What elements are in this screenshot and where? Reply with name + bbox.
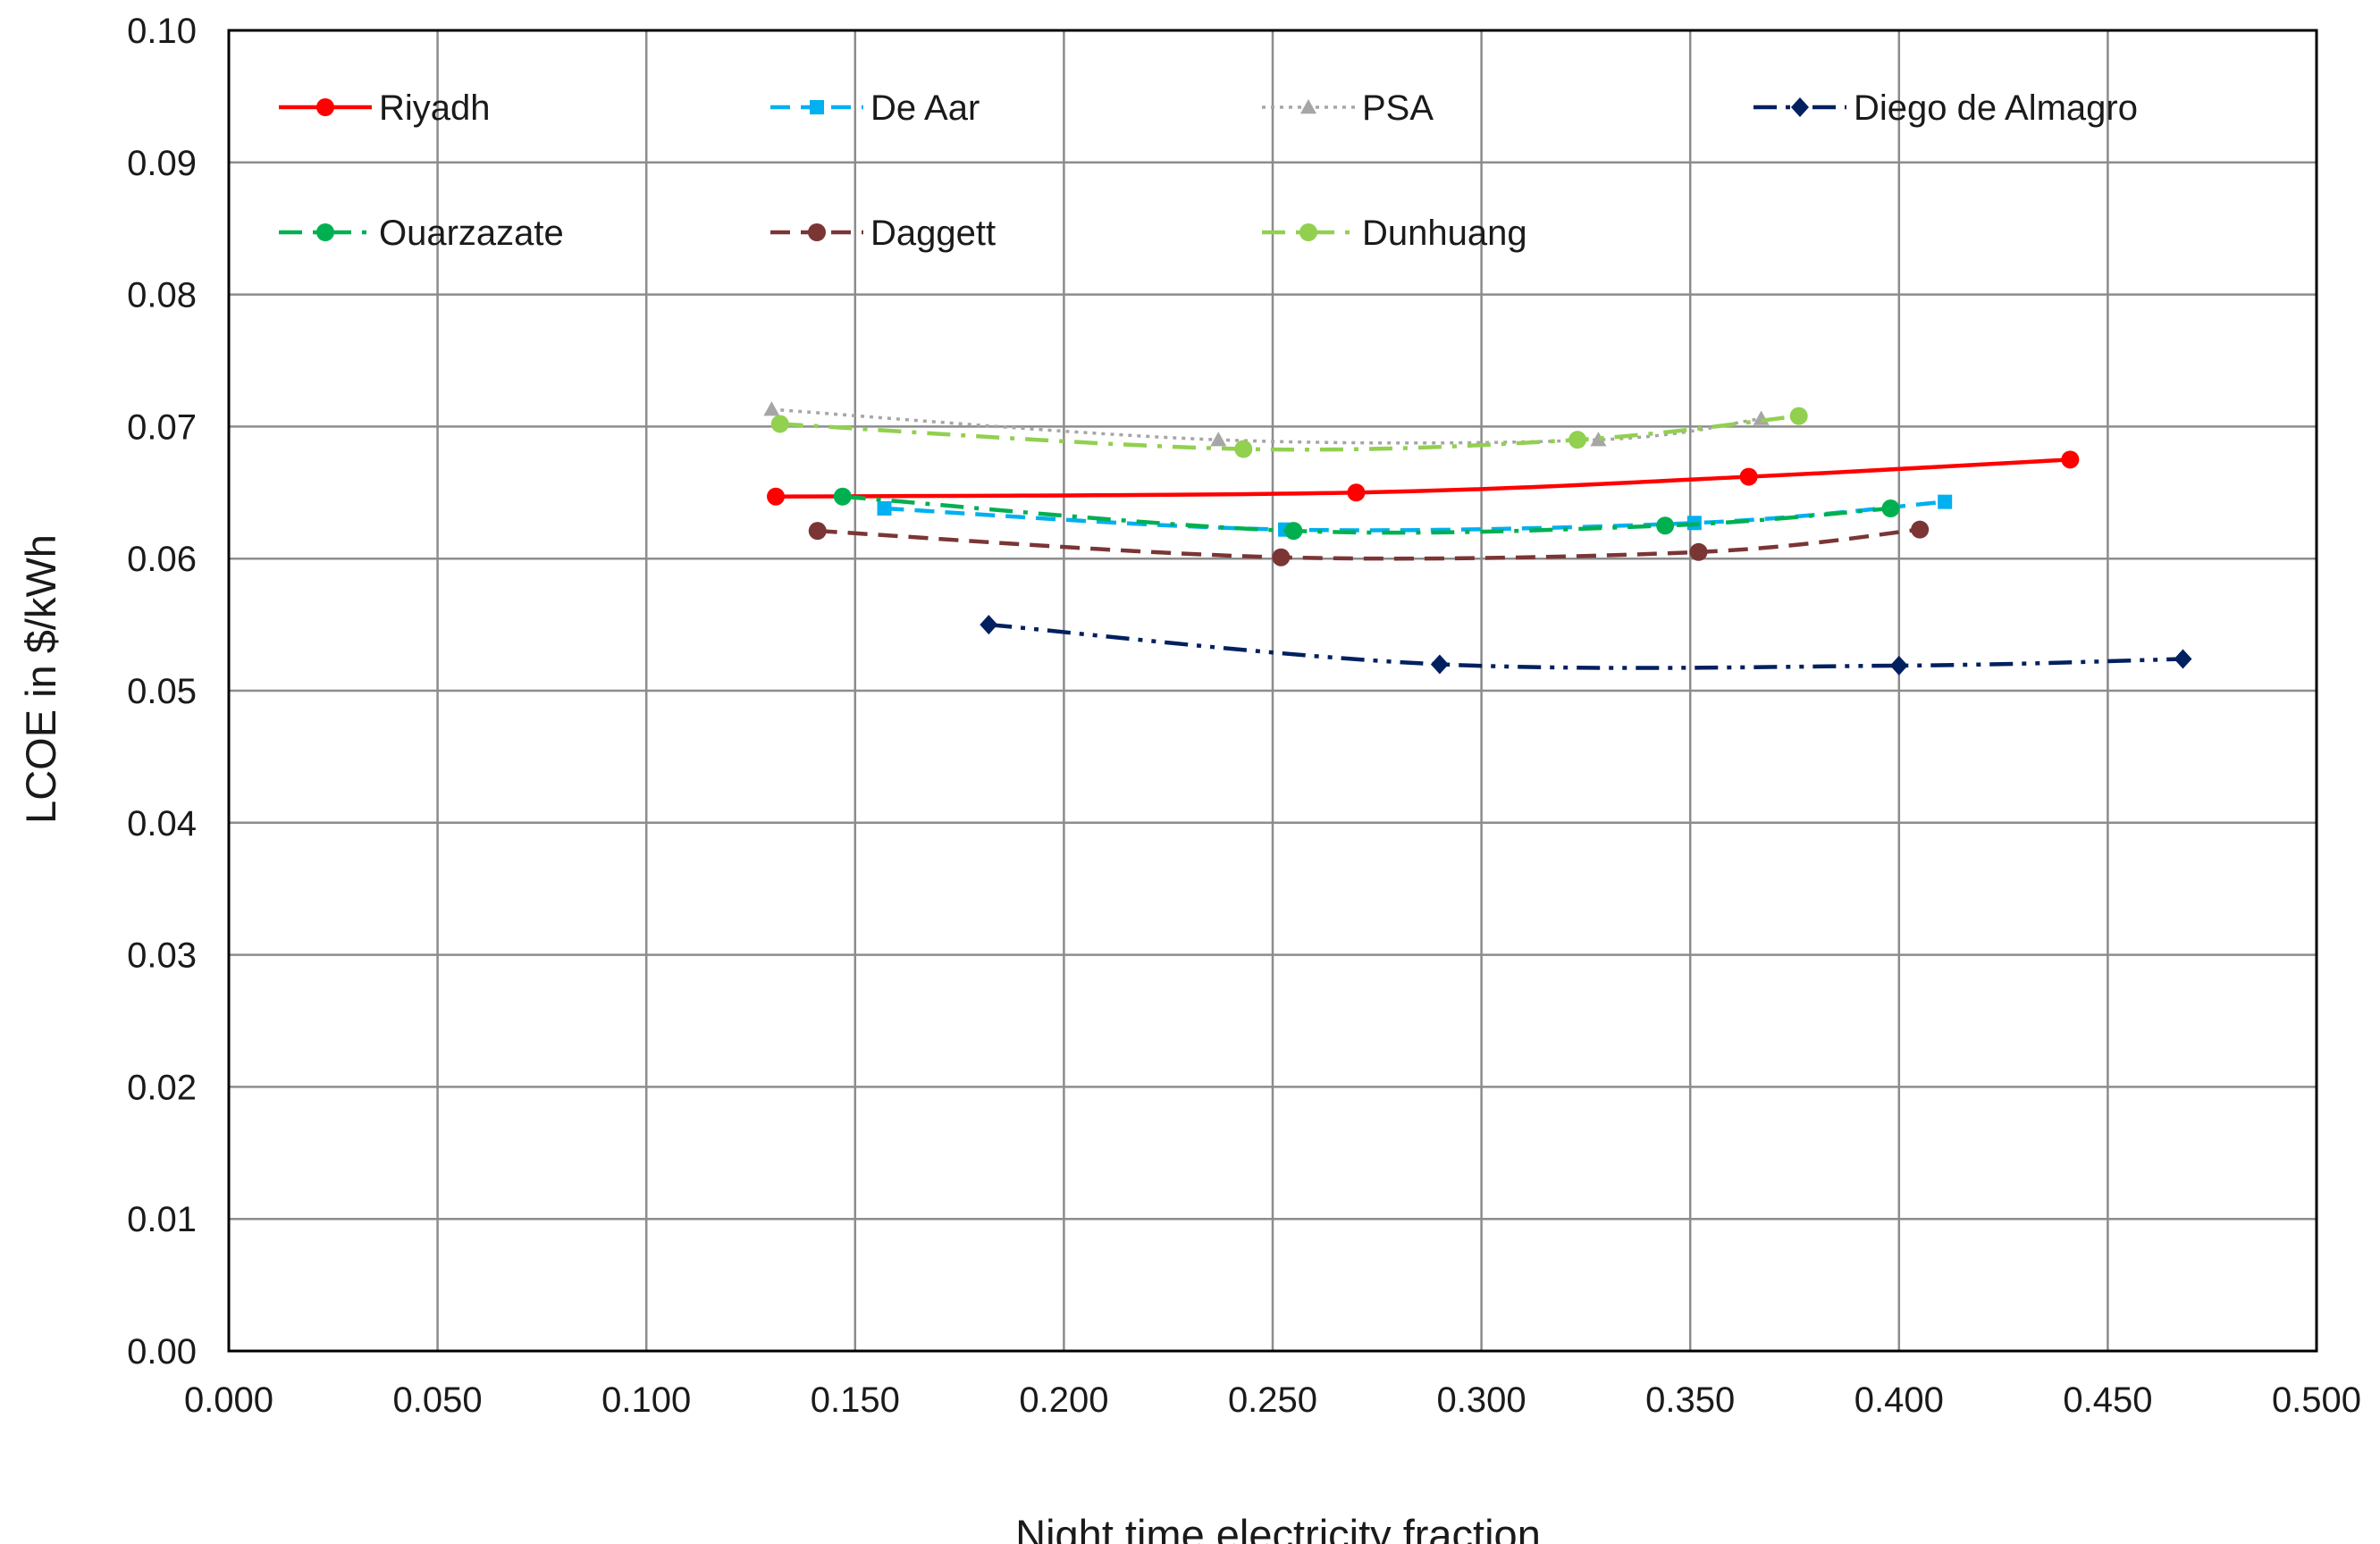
x-tick-label: 0.300 xyxy=(1437,1380,1526,1420)
x-axis-ticks: 0.000 0.050 0.100 0.150 0.200 0.250 0.300 0.350… xyxy=(184,1380,2361,1420)
data-point-psa xyxy=(1590,432,1607,447)
x-tick-label: 0.200 xyxy=(1019,1380,1108,1420)
y-tick-label: 0.06 xyxy=(127,540,197,579)
series-layer xyxy=(763,401,2192,676)
data-point-diego-de-almagro xyxy=(980,615,998,635)
data-point-dunhuang xyxy=(1789,407,1808,425)
series-line-dunhuang xyxy=(779,414,1799,452)
y-tick-label: 0.03 xyxy=(127,936,197,976)
series-line-daggett xyxy=(817,527,1921,561)
data-point-ouarzazate xyxy=(1881,499,1900,518)
legend-label-de-aar: De Aar xyxy=(870,88,980,128)
x-tick-label: 0.000 xyxy=(184,1380,273,1420)
legend-marker-de-aar xyxy=(810,100,824,114)
x-tick-label: 0.250 xyxy=(1228,1380,1317,1420)
y-tick-label: 0.02 xyxy=(127,1068,197,1107)
y-tick-label: 0.09 xyxy=(127,144,197,183)
data-point-de-aar xyxy=(877,501,892,516)
x-tick-label: 0.400 xyxy=(1854,1380,1944,1420)
x-tick-label: 0.500 xyxy=(2272,1380,2361,1420)
series-line-ouarzazate xyxy=(842,494,1891,535)
legend-marker-ouarzazate xyxy=(316,223,334,241)
legend-item-dunhuang: Dunhuang xyxy=(1262,214,1527,253)
legend-marker-daggett xyxy=(808,223,826,241)
plot-area xyxy=(227,29,2318,1353)
data-point-psa xyxy=(763,401,780,416)
grid-lines xyxy=(229,30,2317,1351)
legend-item-diego-de-almagro: Diego de Almagro xyxy=(1753,88,2138,128)
x-axis-title: Night time electricity fraction xyxy=(1015,1511,1541,1544)
data-point-dunhuang xyxy=(1568,431,1587,449)
series-dunhuang xyxy=(770,407,1808,458)
series-daggett xyxy=(808,520,1930,566)
data-point-diego-de-almagro xyxy=(1889,655,1908,676)
legend-item-riyadh: Riyadh xyxy=(279,88,491,128)
x-tick-label: 0.450 xyxy=(2063,1380,2152,1420)
data-point-ouarzazate xyxy=(833,487,852,506)
legend-marker-psa xyxy=(1300,99,1316,114)
y-tick-label: 0.10 xyxy=(127,12,197,51)
legend-label-diego-de-almagro: Diego de Almagro xyxy=(1854,88,2138,128)
y-tick-label: 0.04 xyxy=(127,804,197,843)
legend-marker-dunhuang xyxy=(1299,223,1317,241)
legend-marker-diego-de-almagro xyxy=(1791,97,1809,117)
data-point-dunhuang xyxy=(770,415,789,433)
x-tick-label: 0.150 xyxy=(811,1380,900,1420)
data-point-riyadh xyxy=(767,487,786,506)
data-point-daggett xyxy=(808,522,827,541)
legend: Riyadh De Aar PSA Diego de Almagro Ouarzazat… xyxy=(279,88,2138,253)
data-point-dunhuang xyxy=(1234,440,1253,458)
series-riyadh xyxy=(767,450,2080,506)
legend-item-psa: PSA xyxy=(1262,88,1434,128)
y-tick-label: 0.08 xyxy=(127,276,197,315)
legend-label-ouarzazate: Ouarzazate xyxy=(379,214,564,253)
data-point-daggett xyxy=(1689,542,1708,561)
y-tick-label: 0.05 xyxy=(127,672,197,711)
legend-label-riyadh: Riyadh xyxy=(379,88,491,128)
data-point-ouarzazate xyxy=(1656,516,1675,535)
data-point-riyadh xyxy=(2061,450,2080,469)
y-tick-label: 0.01 xyxy=(127,1200,197,1239)
data-point-daggett xyxy=(1911,520,1930,539)
series-diego-de-almagro xyxy=(980,615,2192,676)
legend-label-psa: PSA xyxy=(1362,88,1434,128)
series-ouarzazate xyxy=(833,487,1900,541)
x-tick-label: 0.350 xyxy=(1645,1380,1735,1420)
series-line-de-aar xyxy=(884,499,1946,533)
x-tick-label: 0.050 xyxy=(393,1380,483,1420)
series-line-diego-de-almagro xyxy=(988,622,2183,670)
data-point-psa xyxy=(1210,432,1227,447)
y-axis-ticks: 0.00 0.01 0.02 0.03 0.04 0.05 0.06 0.07 0.08 0.09… xyxy=(127,12,197,1372)
data-point-diego-de-almagro xyxy=(1430,654,1449,675)
data-point-riyadh xyxy=(1347,483,1366,502)
legend-item-daggett: Daggett xyxy=(770,214,996,253)
y-tick-label: 0.00 xyxy=(127,1332,197,1372)
legend-label-daggett: Daggett xyxy=(870,214,996,253)
legend-marker-riyadh xyxy=(316,98,334,116)
legend-item-de-aar: De Aar xyxy=(770,88,980,128)
data-point-riyadh xyxy=(1739,467,1758,486)
data-point-diego-de-almagro xyxy=(2174,649,2192,669)
y-tick-label: 0.07 xyxy=(127,407,197,447)
legend-item-ouarzazate: Ouarzazate xyxy=(279,214,564,253)
data-point-daggett xyxy=(1272,548,1291,566)
x-tick-label: 0.100 xyxy=(601,1380,691,1420)
data-point-de-aar xyxy=(1938,494,1953,509)
data-point-ouarzazate xyxy=(1284,522,1303,541)
series-line-riyadh xyxy=(776,457,2071,499)
y-axis-title: LCOE in $/kWh xyxy=(17,534,64,824)
legend-label-dunhuang: Dunhuang xyxy=(1362,214,1527,253)
